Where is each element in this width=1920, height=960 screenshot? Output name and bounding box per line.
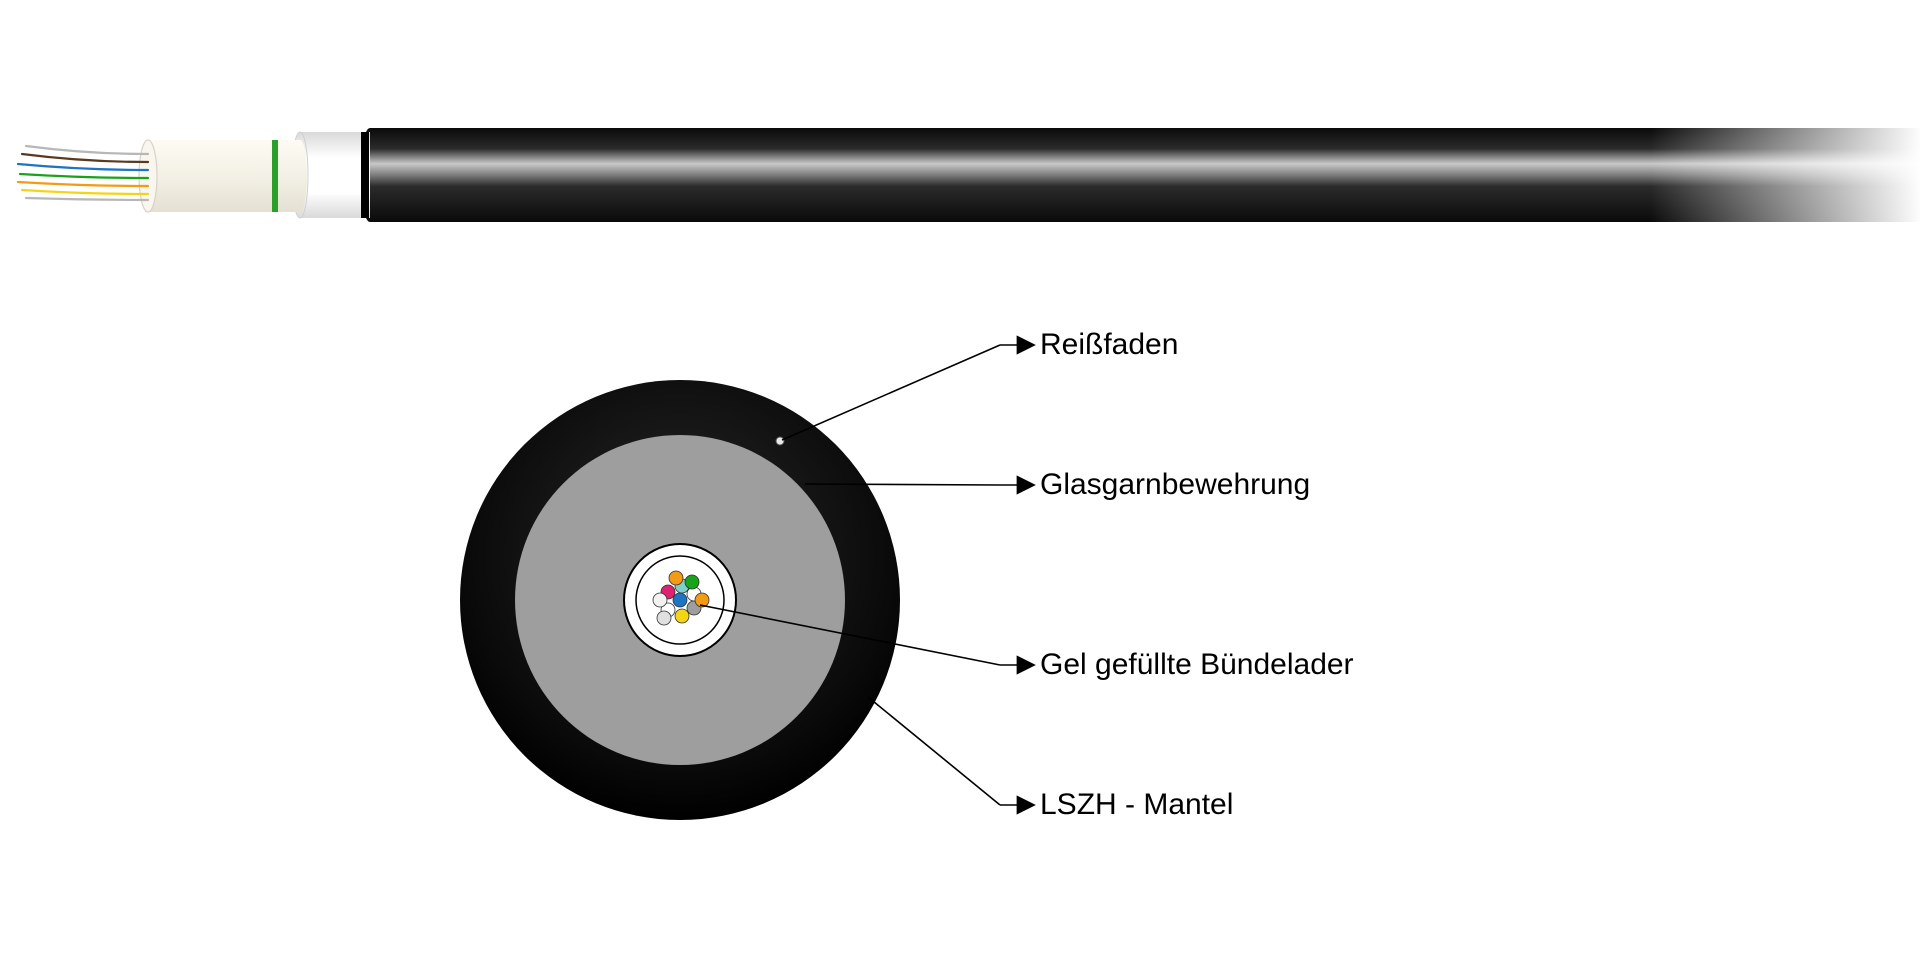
label-ripcord: Reißfaden [1040, 328, 1178, 362]
diagram-svg [0, 0, 1920, 960]
label-glass: Glasgarnbewehrung [1040, 468, 1310, 502]
label-gel-tube: Gel gefüllte Bündelader [1040, 648, 1354, 682]
side-view [18, 126, 1920, 224]
label-jacket: LSZH - Mantel [1040, 788, 1233, 822]
diagram-stage: Reißfaden Glasgarnbewehrung Gel gefüllte… [0, 0, 1920, 960]
cross-section [460, 380, 900, 820]
